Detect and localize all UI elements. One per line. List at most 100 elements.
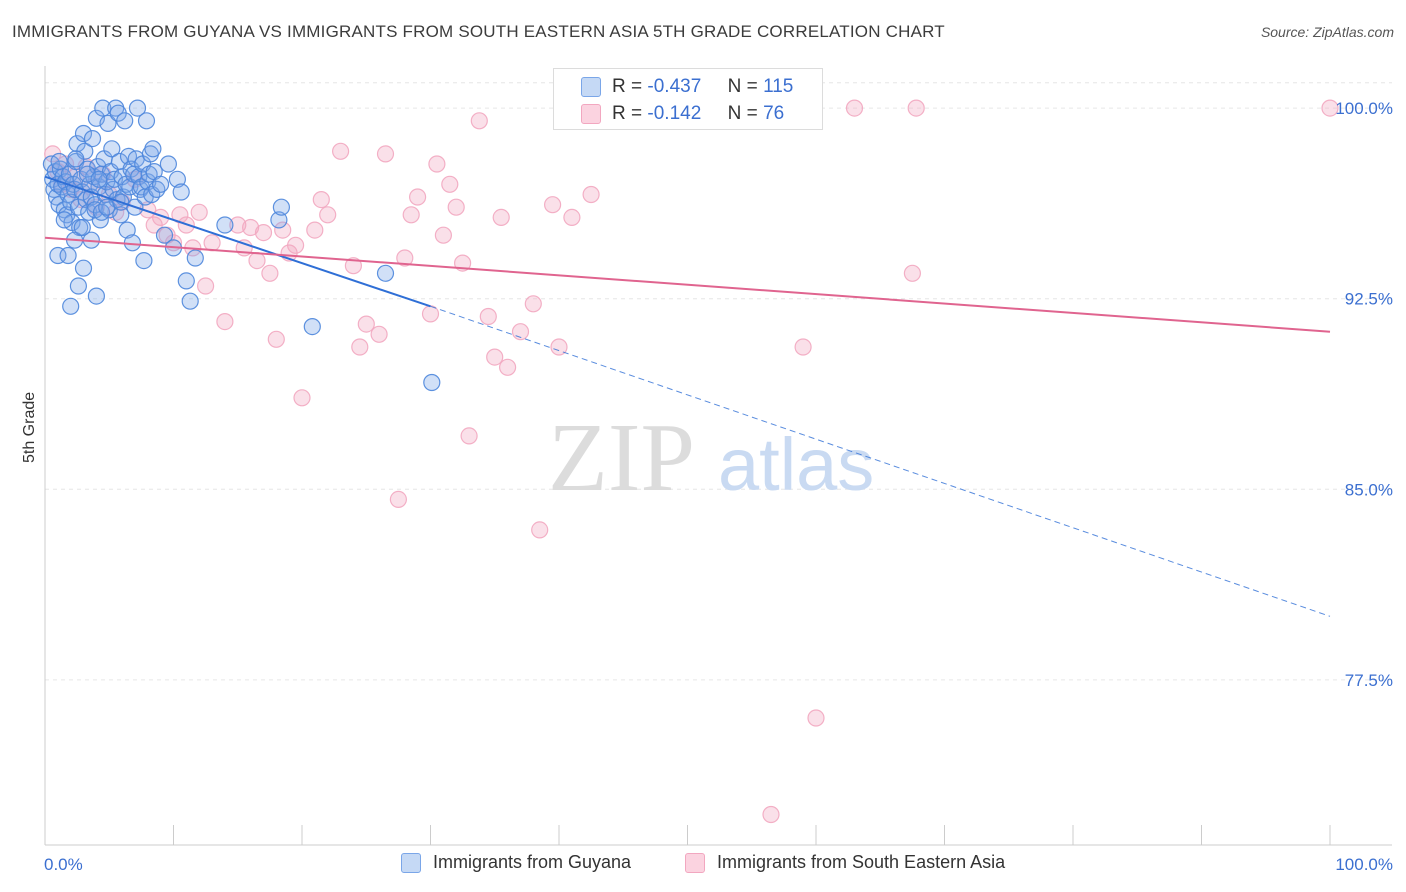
guyana-point-108 [303, 318, 321, 336]
sea-point-55 [447, 198, 465, 216]
legend-item-guyana[interactable]: Immigrants from Guyana [401, 852, 631, 873]
y-tick-label-3: 77.5% [1345, 671, 1393, 690]
sea-point-65 [531, 521, 549, 539]
sea-point-43 [351, 338, 369, 356]
sea-point-49 [402, 206, 420, 224]
sea-point-69 [582, 185, 600, 204]
sea-point-37 [293, 389, 311, 407]
regression-guyana-solid [44, 175, 431, 308]
sea-point-46 [376, 145, 395, 163]
sea-point-70 [762, 805, 780, 824]
n-label: N = [727, 103, 758, 124]
guyana-point-99 [55, 211, 73, 229]
stats-swatch-guyana [581, 77, 601, 97]
regression-lines [44, 175, 1331, 617]
watermark-atlas: atlas [718, 423, 874, 506]
sea-point-60 [486, 348, 504, 366]
sea-point-30 [248, 252, 266, 270]
sea-point-36 [287, 236, 305, 254]
legend-label-guyana: Immigrants from Guyana [433, 852, 632, 872]
guyana-point-72 [135, 252, 153, 270]
guyana-point-32 [83, 130, 102, 148]
sea-point-27 [229, 216, 247, 234]
guyana-point-96 [62, 297, 80, 315]
guyana-point-91 [49, 246, 67, 265]
sea-point-23 [190, 203, 208, 221]
guyana-point-109 [376, 264, 395, 282]
guyana-point-68 [130, 168, 148, 186]
guyana-point-114 [90, 170, 108, 188]
guyana-point-90 [186, 249, 204, 267]
grid-lines [45, 82, 1392, 681]
series-guyana-points [42, 99, 441, 392]
watermark-zip: ZIP [548, 404, 695, 512]
r-value: -0.142 [647, 103, 702, 124]
sea-point-62 [499, 358, 517, 376]
guyana-point-59 [118, 221, 136, 239]
guyana-point-97 [87, 287, 106, 305]
r-label: R = [612, 76, 643, 97]
guyana-point-57 [116, 112, 134, 130]
n-value: 115 [763, 76, 794, 97]
legend-swatch-sea [685, 852, 705, 873]
sea-point-47 [389, 490, 407, 508]
sea-point-38 [306, 221, 324, 239]
sea-point-29 [242, 218, 260, 237]
sea-point-76 [1321, 99, 1339, 117]
sea-point-32 [261, 264, 279, 282]
legend-label-sea: Immigrants from South Eastern Asia [717, 852, 1006, 872]
sea-point-24 [197, 277, 215, 295]
guyana-point-112 [67, 150, 85, 168]
legend-swatch-guyana [401, 852, 421, 873]
r-value: -0.437 [647, 76, 702, 97]
sea-point-58 [470, 112, 488, 130]
guyana-point-44 [99, 114, 117, 133]
r-label: R = [612, 103, 643, 124]
guyana-point-79 [144, 140, 162, 158]
stats-swatch-sea [581, 104, 601, 124]
sea-point-71 [794, 338, 812, 356]
watermark: ZIP atlas [548, 404, 874, 512]
guyana-point-25 [74, 124, 93, 143]
sea-point-33 [267, 330, 285, 348]
bottom-legend: Immigrants from Guyana Immigrants from S… [0, 852, 1406, 878]
regression-sea [44, 236, 1331, 333]
sea-point-25 [203, 234, 221, 252]
legend-item-sea[interactable]: Immigrants from South Eastern Asia [685, 852, 1005, 873]
guyana-point-83 [155, 226, 174, 244]
sea-point-44 [357, 315, 375, 333]
guyana-point-74 [137, 112, 156, 130]
y-tick-label-2: 85.0% [1345, 480, 1393, 499]
sea-point-48 [396, 249, 414, 267]
sea-point-39 [312, 191, 330, 209]
sea-point-68 [563, 208, 581, 226]
guyana-point-88 [177, 272, 195, 290]
guyana-point-94 [69, 277, 88, 295]
guyana-point-107 [272, 198, 290, 216]
guyana-point-67 [128, 99, 147, 117]
guyana-point-100 [73, 218, 91, 237]
sea-point-26 [216, 313, 234, 331]
sea-point-74 [903, 264, 922, 282]
sea-point-31 [254, 224, 273, 242]
guyana-point-89 [181, 292, 199, 310]
y-tick-label-0: 100.0% [1335, 99, 1393, 118]
chart-title: IMMIGRANTS FROM GUYANA VS IMMIGRANTS FRO… [12, 22, 945, 41]
sea-point-75 [907, 99, 925, 117]
x-tick-labels: 0.0% 100.0% [44, 855, 1393, 874]
guyana-point-54 [112, 206, 130, 224]
sea-point-40 [319, 206, 337, 224]
guyana-point-111 [50, 152, 68, 171]
sea-point-61 [492, 208, 510, 226]
regression-guyana-dashed [430, 305, 1331, 617]
n-label: N = [727, 76, 758, 97]
sea-point-53 [434, 226, 452, 244]
x-tick-label-0: 0.0% [44, 855, 83, 874]
sea-point-45 [370, 325, 388, 343]
guyana-point-110 [423, 373, 441, 392]
sea-point-50 [409, 188, 427, 206]
guyana-point-102 [92, 203, 111, 221]
sea-point-34 [274, 221, 292, 239]
sea-point-42 [344, 257, 362, 275]
